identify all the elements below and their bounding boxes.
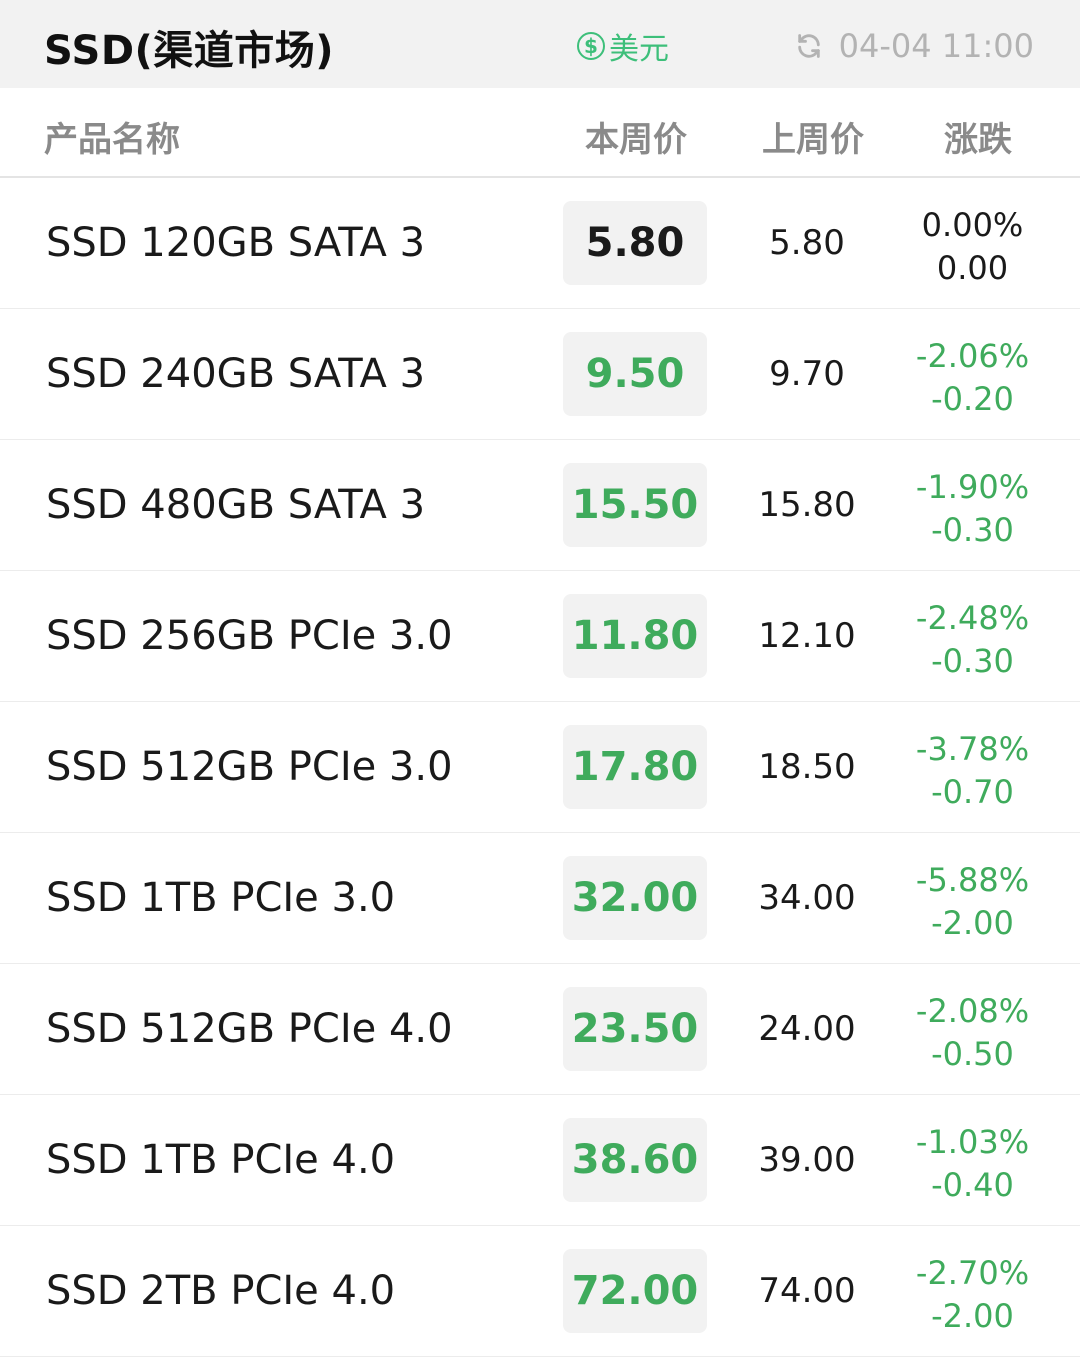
column-last-week[interactable]: 上周价	[762, 120, 864, 160]
change-percent: -5.88%	[915, 861, 1030, 899]
product-name: SSD 512GB PCIe 3.0	[46, 744, 453, 790]
this-week-price: 17.80	[563, 725, 707, 809]
this-week-price: 5.80	[563, 201, 707, 285]
table-row[interactable]: SSD 256GB PCIe 3.0 11.80 12.10 -2.48% -0.30	[0, 571, 1080, 702]
last-week-price: 18.50	[758, 747, 856, 787]
change-percent: -2.06%	[915, 337, 1030, 375]
change-percent: -1.90%	[915, 468, 1030, 506]
product-name: SSD 512GB PCIe 4.0	[46, 1006, 453, 1052]
last-week-price: 34.00	[758, 878, 856, 918]
last-week-price: 74.00	[758, 1271, 856, 1311]
change-percent: -3.78%	[915, 730, 1030, 768]
change-percent: -2.48%	[915, 599, 1030, 637]
refresh-icon	[797, 34, 820, 58]
this-week-price: 72.00	[563, 1249, 707, 1333]
column-product-name: 产品名称	[44, 120, 180, 160]
this-week-price: 38.60	[563, 1118, 707, 1202]
table-row[interactable]: SSD 1TB PCIe 3.0 32.00 34.00 -5.88% -2.00	[0, 833, 1080, 964]
product-name: SSD 2TB PCIe 4.0	[46, 1268, 396, 1314]
price-change: -1.90% -0.30	[900, 466, 1045, 552]
change-amount: -0.30	[931, 511, 1014, 549]
change-amount: -2.00	[931, 1297, 1014, 1335]
currency-toggle[interactable]: $ 美元	[577, 26, 669, 67]
change-amount: -0.20	[931, 380, 1014, 418]
change-amount: -0.70	[931, 773, 1014, 811]
change-amount: 0.00	[936, 249, 1009, 287]
change-amount: -0.40	[931, 1166, 1014, 1204]
page-title: SSD(渠道市场)	[44, 28, 335, 74]
column-this-week[interactable]: 本周价	[585, 120, 687, 160]
product-name: SSD 256GB PCIe 3.0	[46, 613, 453, 659]
price-change: -1.03% -0.40	[900, 1121, 1045, 1207]
table-row[interactable]: SSD 1TB PCIe 4.0 38.60 39.00 -1.03% -0.40	[0, 1095, 1080, 1226]
table-header: 产品名称 本周价 上周价 涨跌	[0, 88, 1080, 178]
price-change: 0.00% 0.00	[900, 204, 1045, 290]
last-week-price: 12.10	[758, 616, 856, 656]
change-amount: -0.50	[931, 1035, 1014, 1073]
price-change: -2.48% -0.30	[900, 597, 1045, 683]
price-table: SSD 120GB SATA 3 5.80 5.80 0.00% 0.00 SSD 240…	[0, 178, 1080, 1357]
price-change: -3.78% -0.70	[900, 728, 1045, 814]
page-header: SSD(渠道市场) $ 美元 04-04 11:00	[0, 0, 1080, 88]
table-row[interactable]: SSD 120GB SATA 3 5.80 5.80 0.00% 0.00	[0, 178, 1080, 309]
product-name: SSD 480GB SATA 3	[46, 482, 426, 528]
table-row[interactable]: SSD 240GB SATA 3 9.50 9.70 -2.06% -0.20	[0, 309, 1080, 440]
last-week-price: 24.00	[758, 1009, 856, 1049]
price-change: -2.08% -0.50	[900, 990, 1045, 1076]
dollar-icon: $	[577, 32, 605, 60]
table-row[interactable]: SSD 480GB SATA 3 15.50 15.80 -1.90% -0.30	[0, 440, 1080, 571]
product-name: SSD 120GB SATA 3	[46, 220, 426, 266]
this-week-price: 11.80	[563, 594, 707, 678]
last-week-price: 15.80	[758, 485, 856, 525]
price-change: -2.70% -2.00	[900, 1252, 1045, 1338]
column-change[interactable]: 涨跌	[944, 120, 1012, 160]
price-change: -5.88% -2.00	[900, 859, 1045, 945]
table-row[interactable]: SSD 512GB PCIe 4.0 23.50 24.00 -2.08% -0.50	[0, 964, 1080, 1095]
last-week-price: 39.00	[758, 1140, 856, 1180]
this-week-price: 9.50	[563, 332, 707, 416]
product-name: SSD 1TB PCIe 4.0	[46, 1137, 396, 1183]
last-week-price: 5.80	[769, 223, 845, 263]
table-row[interactable]: SSD 512GB PCIe 3.0 17.80 18.50 -3.78% -0.70	[0, 702, 1080, 833]
currency-label: 美元	[609, 32, 669, 67]
last-week-price: 9.70	[769, 354, 845, 394]
product-name: SSD 240GB SATA 3	[46, 351, 426, 397]
update-time: 04-04 11:00	[838, 27, 1034, 65]
price-change: -2.06% -0.20	[900, 335, 1045, 421]
product-name: SSD 1TB PCIe 3.0	[46, 875, 396, 921]
change-percent: -2.70%	[915, 1254, 1030, 1292]
this-week-price: 23.50	[563, 987, 707, 1071]
table-row[interactable]: SSD 2TB PCIe 4.0 72.00 74.00 -2.70% -2.00	[0, 1226, 1080, 1357]
change-percent: -2.08%	[915, 992, 1030, 1030]
change-amount: -2.00	[931, 904, 1014, 942]
this-week-price: 32.00	[563, 856, 707, 940]
change-percent: 0.00%	[921, 206, 1024, 244]
change-amount: -0.30	[931, 642, 1014, 680]
this-week-price: 15.50	[563, 463, 707, 547]
refresh-button[interactable]: 04-04 11:00	[795, 26, 1034, 66]
change-percent: -1.03%	[915, 1123, 1030, 1161]
